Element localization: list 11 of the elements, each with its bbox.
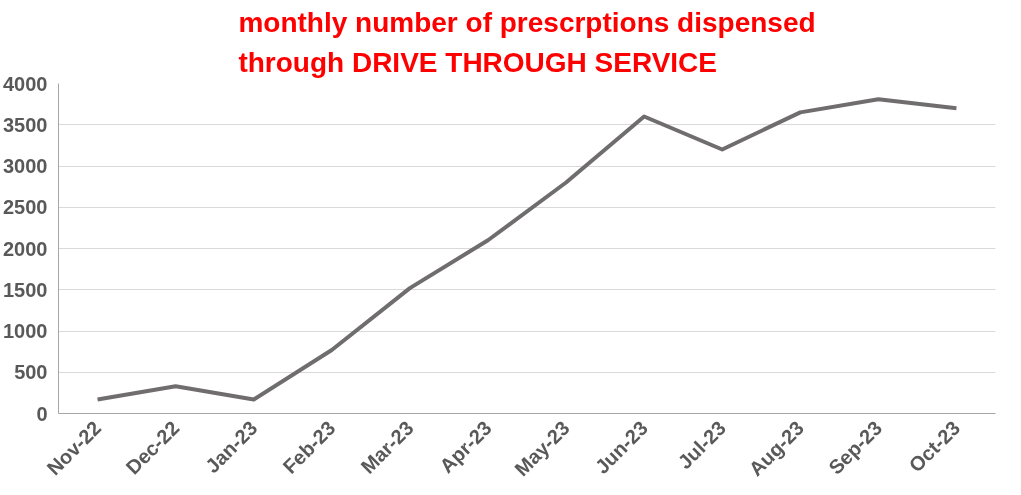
line-series: [95, 97, 959, 402]
y-tick-label: 1500: [3, 278, 48, 301]
y-tick-label: 2000: [3, 237, 48, 260]
y-tick-label: 2500: [3, 196, 48, 219]
y-tick-label: 1000: [3, 320, 48, 342]
y-tick-label: 3000: [3, 155, 48, 177]
y-tick-label: 0: [36, 402, 48, 425]
y-tick-label: 3500: [3, 113, 48, 136]
y-tick-label: 500: [14, 361, 48, 384]
chart-title: monthly number of prescrptions dispensed through DRIVE THROUGH SERVICE: [238, 7, 816, 79]
y-tick-label: 4000: [3, 72, 48, 95]
